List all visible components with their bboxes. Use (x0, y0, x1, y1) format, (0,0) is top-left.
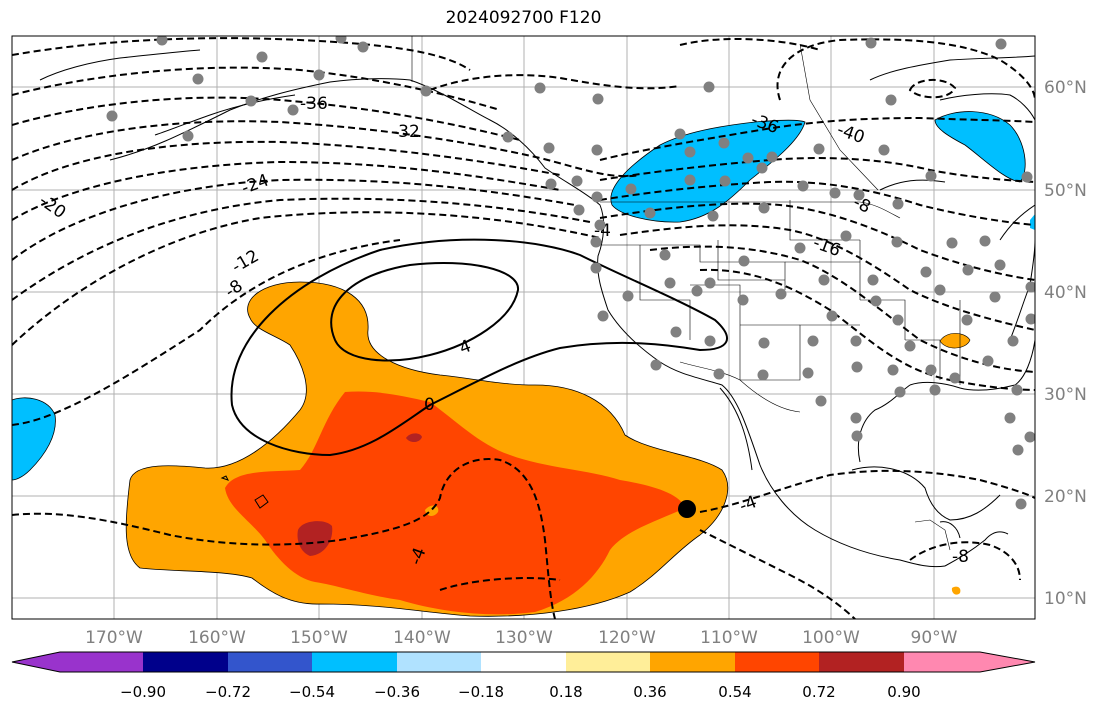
shaded-positive-anomaly (125, 281, 971, 617)
colorbar-segment (735, 652, 819, 672)
lon-label: 140°W (393, 628, 451, 648)
contour-label: 0 (424, 395, 435, 415)
lon-label: 100°W (802, 628, 860, 648)
lon-label: 150°W (290, 628, 348, 648)
colorbar-segment (228, 652, 312, 672)
contour-label: -4 (406, 545, 431, 568)
colorbar-tick-label: 0.54 (718, 683, 751, 701)
colorbar-segment (650, 652, 735, 672)
colorbar-tick-label: −0.54 (289, 683, 335, 701)
colorbar-segment (566, 652, 650, 672)
map-frame (11, 35, 1036, 620)
contour-label: -8 (221, 276, 246, 302)
colorbar-tick-label: −0.72 (205, 683, 251, 701)
colorbar-segment (904, 652, 1035, 672)
colorbar-outline (11, 651, 1036, 673)
map-area: -36 -32 -24 -20 -12 -8 -4 -16 -8 -36 -40… (12, 36, 1035, 619)
station-dots (106, 36, 1035, 510)
colorbar-segments (12, 652, 1035, 672)
colorbar-tick-label: 0.72 (802, 683, 835, 701)
lon-label: 110°W (700, 628, 758, 648)
lon-label: 160°W (188, 628, 246, 648)
lon-label: 90°W (911, 628, 958, 648)
contour-label: -12 (229, 246, 263, 277)
lat-label: 30°N (1044, 385, 1087, 405)
contour-label: -36 (300, 94, 328, 114)
colorbar-segment (143, 652, 228, 672)
map-title: 2024092700 F120 (445, 8, 602, 28)
colorbar-segment (819, 652, 904, 672)
colorbar-tick-label: −0.36 (374, 683, 420, 701)
colorbar-tick-label: −0.90 (120, 683, 166, 701)
lat-label: 20°N (1044, 487, 1087, 507)
lat-label: 40°N (1044, 283, 1087, 303)
colorbar-segment (481, 652, 566, 672)
contour-label: -32 (392, 122, 420, 142)
contour-label: -16 (810, 233, 843, 261)
colorbar-segment (12, 652, 143, 672)
longitude-labels: 170°W 160°W 150°W 140°W 130°W 120°W 110°… (85, 628, 958, 648)
lat-label: 60°N (1044, 78, 1087, 98)
colorbar-tick-label: 0.36 (633, 683, 666, 701)
lon-label: 120°W (598, 628, 656, 648)
colorbar-segment (397, 652, 481, 672)
latitude-labels: 60°N 50°N 40°N 30°N 20°N 10°N (1044, 78, 1087, 609)
colorbar: −0.90 −0.72 −0.54 −0.36 −0.18 0.18 0.36 … (11, 651, 1036, 701)
lon-label: 130°W (495, 628, 553, 648)
contour-label: -40 (834, 120, 867, 148)
contour-label: -8 (952, 547, 969, 567)
colorbar-tick-labels: −0.90 −0.72 −0.54 −0.36 −0.18 0.18 0.36 … (120, 683, 921, 701)
colorbar-tick-label: 0.18 (549, 683, 582, 701)
contour-label: -4 (737, 492, 760, 517)
shaded-negative-anomaly (12, 111, 1035, 481)
political-borders (411, 36, 961, 551)
storm-center-marker (678, 500, 696, 518)
colorbar-tick-label: 0.90 (887, 683, 920, 701)
coastlines (39, 49, 1035, 568)
contour-label: -24 (239, 170, 272, 198)
colorbar-tick-label: −0.18 (458, 683, 504, 701)
lon-label: 170°W (85, 628, 143, 648)
positive-contours (230, 238, 728, 457)
lat-label: 10°N (1044, 589, 1087, 609)
lat-label: 50°N (1044, 181, 1087, 201)
colorbar-segment (312, 652, 397, 672)
negative-contours (12, 37, 1035, 619)
